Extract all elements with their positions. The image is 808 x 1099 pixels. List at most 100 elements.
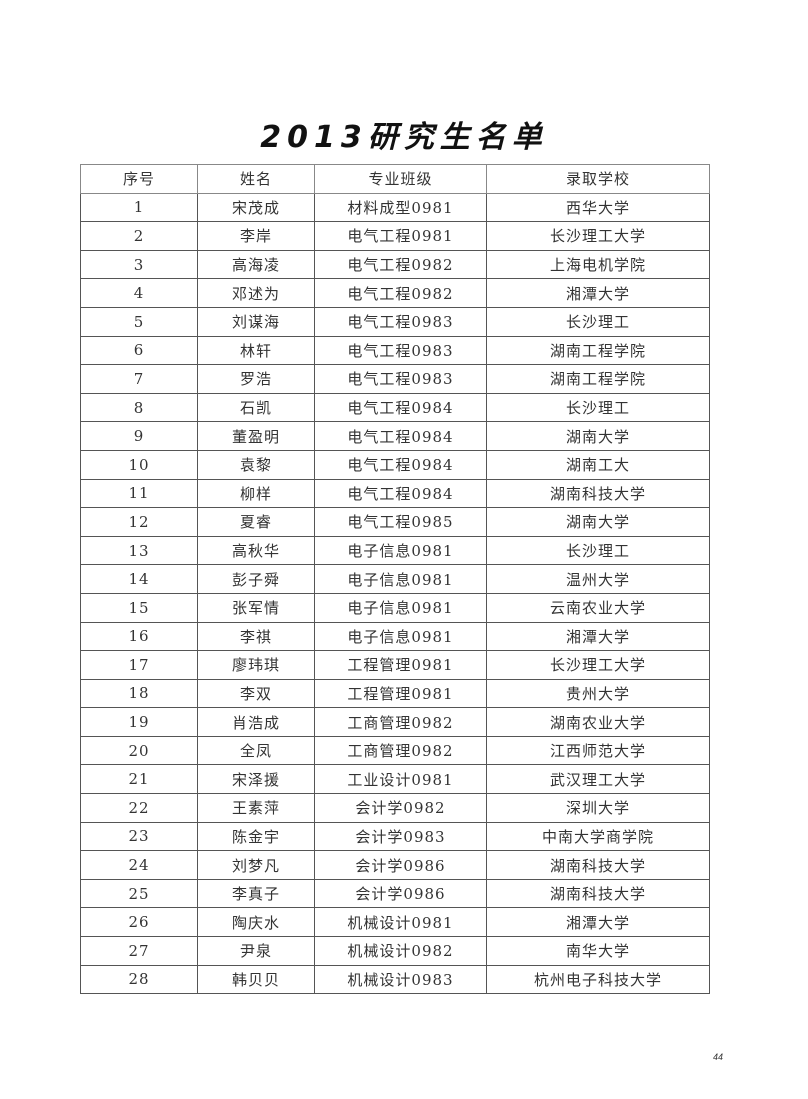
table-header-row: 序号 姓名 专业班级 录取学校 (80, 164, 710, 194)
cell-school: 云南农业大学 (486, 592, 710, 623)
cell-school: 深圳大学 (486, 793, 710, 823)
cell-name: 高海凌 (197, 249, 315, 280)
cell-name: 李双 (197, 678, 315, 709)
table-row: 1 宋茂成 材料成型0981 西华大学 (80, 192, 710, 223)
cell-index: 26 (80, 907, 198, 938)
cell-index: 15 (80, 592, 198, 623)
cell-name: 肖浩成 (197, 707, 315, 737)
student-list-table: 序号 姓名 专业班级 录取学校 1 宋茂成 材料成型0981 西华大学 2 李岸 电气工程0… (80, 164, 710, 995)
cell-name: 刘谋海 (197, 306, 315, 337)
table-row: 27 尹泉 机械设计0982 南华大学 (80, 936, 710, 966)
cell-name: 邓述为 (197, 278, 315, 308)
table-row: 7 罗浩 电气工程0983 湖南工程学院 (80, 364, 710, 394)
cell-index: 11 (80, 478, 198, 509)
cell-major-class: 材料成型0981 (314, 192, 487, 223)
cell-school: 长沙理工 (486, 535, 710, 566)
table-row: 21 宋泽援 工业设计0981 武汉理工大学 (80, 764, 710, 795)
cell-name: 李祺 (197, 621, 315, 652)
cell-index: 8 (80, 392, 198, 423)
cell-school: 武汉理工大学 (486, 764, 710, 795)
cell-major-class: 会计学0986 (314, 878, 487, 909)
cell-major-class: 工商管理0982 (314, 707, 487, 737)
cell-major-class: 机械设计0983 (314, 964, 487, 995)
cell-index: 20 (80, 735, 198, 766)
cell-name: 廖玮琪 (197, 650, 315, 680)
cell-school: 中南大学商学院 (486, 821, 710, 852)
cell-index: 28 (80, 964, 198, 995)
table-row: 15 张军情 电子信息0981 云南农业大学 (80, 592, 710, 623)
cell-school: 湖南工程学院 (486, 335, 710, 366)
cell-index: 14 (80, 564, 198, 594)
cell-index: 7 (80, 364, 198, 394)
table-row: 14 彭子舜 电子信息0981 温州大学 (80, 564, 710, 594)
cell-major-class: 机械设计0982 (314, 936, 487, 966)
table-row: 25 李真子 会计学0986 湖南科技大学 (80, 878, 710, 909)
cell-school: 湖南农业大学 (486, 707, 710, 737)
table-row: 2 李岸 电气工程0981 长沙理工大学 (80, 221, 710, 251)
cell-name: 张军情 (197, 592, 315, 623)
cell-index: 22 (80, 793, 198, 823)
cell-major-class: 电气工程0983 (314, 364, 487, 394)
cell-school: 江西师范大学 (486, 735, 710, 766)
cell-major-class: 会计学0986 (314, 850, 487, 880)
cell-major-class: 会计学0982 (314, 793, 487, 823)
cell-major-class: 工程管理0981 (314, 678, 487, 709)
cell-index: 10 (80, 449, 198, 480)
cell-name: 林轩 (197, 335, 315, 366)
cell-major-class: 电气工程0983 (314, 335, 487, 366)
table-row: 12 夏睿 电气工程0985 湖南大学 (80, 507, 710, 537)
cell-name: 石凯 (197, 392, 315, 423)
cell-name: 李真子 (197, 878, 315, 909)
table-row: 9 董盈明 电气工程0984 湖南大学 (80, 421, 710, 451)
cell-major-class: 电气工程0984 (314, 478, 487, 509)
cell-school: 湖南工程学院 (486, 364, 710, 394)
cell-major-class: 电子信息0981 (314, 621, 487, 652)
table-row: 5 刘谋海 电气工程0983 长沙理工 (80, 306, 710, 337)
cell-school: 湘潭大学 (486, 278, 710, 308)
cell-name: 柳样 (197, 478, 315, 509)
header-major-class: 专业班级 (314, 164, 487, 194)
cell-major-class: 工商管理0982 (314, 735, 487, 766)
table-row: 26 陶庆水 机械设计0981 湘潭大学 (80, 907, 710, 938)
cell-major-class: 电气工程0983 (314, 306, 487, 337)
table-row: 13 高秋华 电子信息0981 长沙理工 (80, 535, 710, 566)
cell-name: 彭子舜 (197, 564, 315, 594)
cell-school: 湖南工大 (486, 449, 710, 480)
cell-school: 上海电机学院 (486, 249, 710, 280)
cell-index: 25 (80, 878, 198, 909)
cell-major-class: 电气工程0982 (314, 249, 487, 280)
cell-index: 18 (80, 678, 198, 709)
table-row: 16 李祺 电子信息0981 湘潭大学 (80, 621, 710, 652)
cell-school: 长沙理工大学 (486, 221, 710, 251)
cell-school: 湖南科技大学 (486, 850, 710, 880)
cell-school: 西华大学 (486, 192, 710, 223)
cell-name: 王素萍 (197, 793, 315, 823)
cell-school: 湘潭大学 (486, 621, 710, 652)
table-row: 22 王素萍 会计学0982 深圳大学 (80, 793, 710, 823)
table-row: 24 刘梦凡 会计学0986 湖南科技大学 (80, 850, 710, 880)
cell-school: 长沙理工 (486, 392, 710, 423)
cell-school: 贵州大学 (486, 678, 710, 709)
cell-index: 21 (80, 764, 198, 795)
cell-school: 南华大学 (486, 936, 710, 966)
header-index: 序号 (80, 164, 198, 194)
cell-name: 陈金宇 (197, 821, 315, 852)
cell-index: 6 (80, 335, 198, 366)
cell-school: 杭州电子科技大学 (486, 964, 710, 995)
cell-name: 陶庆水 (197, 907, 315, 938)
cell-major-class: 工业设计0981 (314, 764, 487, 795)
cell-major-class: 工程管理0981 (314, 650, 487, 680)
cell-name: 夏睿 (197, 507, 315, 537)
cell-school: 湖南大学 (486, 421, 710, 451)
cell-major-class: 电气工程0982 (314, 278, 487, 308)
header-name: 姓名 (197, 164, 315, 194)
cell-name: 刘梦凡 (197, 850, 315, 880)
cell-school: 长沙理工大学 (486, 650, 710, 680)
table-row: 20 全凤 工商管理0982 江西师范大学 (80, 735, 710, 766)
cell-major-class: 电子信息0981 (314, 535, 487, 566)
table-row: 17 廖玮琪 工程管理0981 长沙理工大学 (80, 650, 710, 680)
cell-index: 9 (80, 421, 198, 451)
cell-index: 2 (80, 221, 198, 251)
table-row: 6 林轩 电气工程0983 湖南工程学院 (80, 335, 710, 366)
cell-school: 湘潭大学 (486, 907, 710, 938)
